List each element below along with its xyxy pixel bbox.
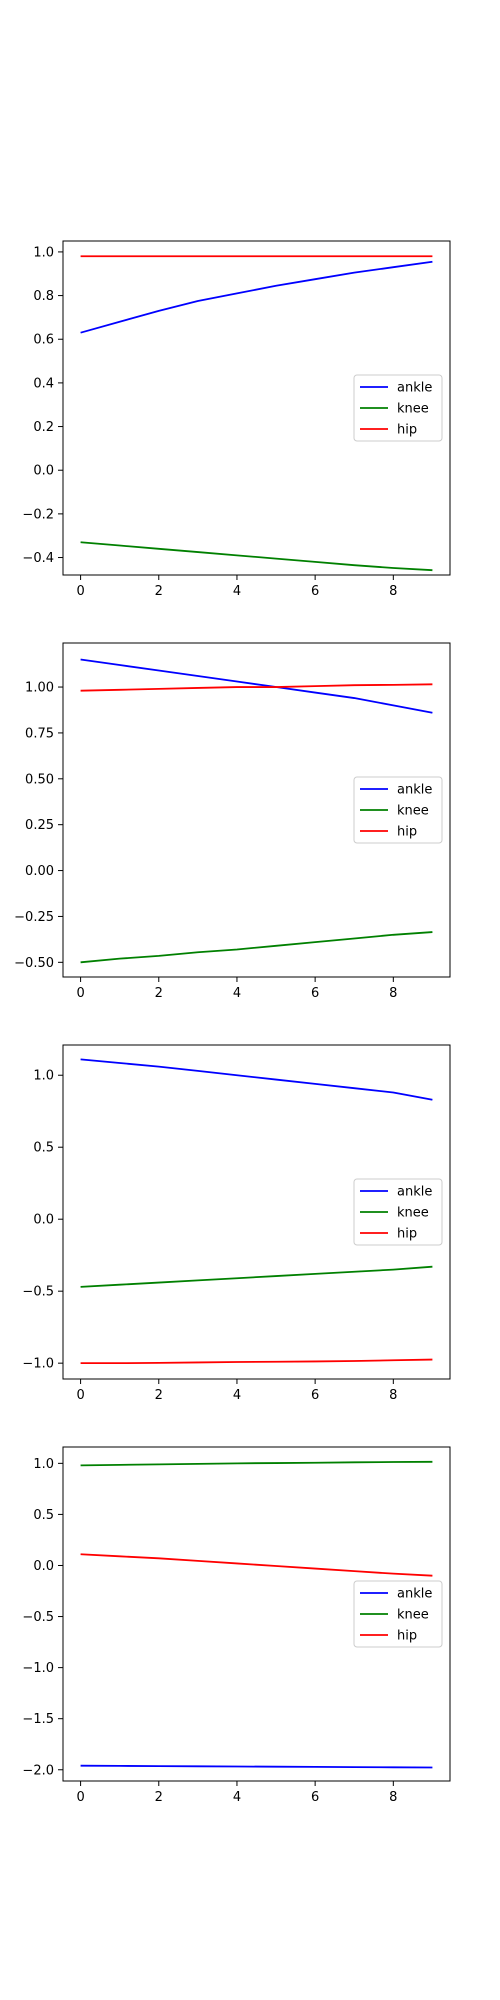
y-tick-label: −2.0 — [22, 1763, 54, 1778]
series-line-ankle — [80, 260, 433, 334]
y-tick-label: 0.5 — [33, 1141, 54, 1156]
legend-label-ankle: ankle — [397, 1587, 432, 1602]
x-tick-label: 8 — [389, 584, 397, 599]
x-tick-label: 6 — [311, 584, 319, 599]
legend-label-knee: knee — [397, 1608, 429, 1623]
series-line-ankle — [80, 1764, 433, 1769]
y-tick-label: 0.4 — [33, 376, 54, 391]
x-tick-label: 0 — [76, 986, 84, 1001]
y-tick-label: −0.2 — [22, 507, 54, 522]
chart-1: 0 2 4 6 8 −0.4 −0.2 0.0 0.2 0.4 0.6 0.8 1.0 ankle knee… — [22, 240, 451, 599]
axes-frame — [62, 240, 451, 576]
x-tick-label: 4 — [233, 1388, 241, 1403]
x-tick-label: 4 — [233, 584, 241, 599]
legend-label-knee: knee — [397, 402, 429, 417]
y-tick-label: 0.0 — [33, 1559, 54, 1574]
series-line-ankle — [80, 1058, 433, 1101]
y-tick-label: 0.8 — [33, 289, 54, 304]
y-tick-label: 0.0 — [33, 1213, 54, 1228]
legend: ankle knee hip — [353, 1178, 443, 1246]
x-tick-label: 4 — [233, 1790, 241, 1805]
x-tick-label: 0 — [76, 1790, 84, 1805]
x-tick-label: 6 — [311, 986, 319, 1001]
y-tick-label: 0.0 — [33, 464, 54, 479]
x-tick-label: 6 — [311, 1388, 319, 1403]
legend-label-hip: hip — [397, 423, 417, 438]
legend-label-ankle: ankle — [397, 381, 432, 396]
axes-frame — [62, 1044, 451, 1380]
legend-label-ankle: ankle — [397, 1185, 432, 1200]
y-tick-label: −1.5 — [22, 1712, 54, 1727]
legend: ankle knee hip — [353, 1580, 443, 1648]
y-tick-label: −0.25 — [14, 910, 54, 925]
legend: ankle knee hip — [353, 776, 443, 844]
y-tick-label: 0.50 — [25, 772, 54, 787]
x-tick-label: 8 — [389, 1790, 397, 1805]
axes-frame — [62, 642, 451, 978]
x-tick-label: 8 — [389, 986, 397, 1001]
y-tick-label: −1.0 — [22, 1357, 54, 1372]
chart-4: 0 2 4 6 8 −2.0 −1.5 −1.0 −0.5 0.0 0.5 1.0 ankle knee h… — [22, 1446, 451, 1805]
legend-label-knee: knee — [397, 804, 429, 819]
y-tick-label: 0.25 — [25, 818, 54, 833]
axes-frame — [62, 1446, 451, 1782]
series-line-knee — [80, 1460, 433, 1467]
legend: ankle knee hip — [353, 374, 443, 442]
legend-label-ankle: ankle — [397, 783, 432, 798]
legend-box — [353, 776, 443, 844]
x-tick-label: 2 — [155, 584, 163, 599]
series-line-ankle — [80, 658, 433, 714]
y-tick-label: 1.00 — [25, 681, 54, 696]
x-tick-label: 0 — [76, 584, 84, 599]
legend-box — [353, 1580, 443, 1648]
y-tick-label: 0.00 — [25, 864, 54, 879]
x-tick-label: 2 — [155, 986, 163, 1001]
y-tick-label: −0.4 — [22, 551, 54, 566]
series-line-knee — [80, 1265, 433, 1288]
series-line-hip — [80, 1553, 433, 1577]
y-tick-label: 0.2 — [33, 420, 54, 435]
x-tick-label: 6 — [311, 1790, 319, 1805]
y-tick-label: −0.5 — [22, 1285, 54, 1300]
y-tick-label: −1.0 — [22, 1661, 54, 1676]
legend-box — [353, 374, 443, 442]
x-tick-label: 4 — [233, 986, 241, 1001]
y-tick-label: 0.75 — [25, 726, 54, 741]
legend-label-hip: hip — [397, 825, 417, 840]
legend-label-hip: hip — [397, 1629, 417, 1644]
y-tick-label: 0.5 — [33, 1508, 54, 1523]
chart-3: 0 2 4 6 8 −1.0 −0.5 0.0 0.5 1.0 ankle knee hip — [22, 1044, 451, 1403]
chart-2: 0 2 4 6 8 −0.50 −0.25 0.00 0.25 0.50 0.75 1.00 ankle… — [14, 642, 451, 1001]
series-line-hip — [80, 1358, 433, 1365]
x-tick-label: 8 — [389, 1388, 397, 1403]
x-tick-label: 0 — [76, 1388, 84, 1403]
series-line-hip — [80, 683, 433, 692]
x-tick-label: 2 — [155, 1388, 163, 1403]
legend-box — [353, 1178, 443, 1246]
legend-label-knee: knee — [397, 1206, 429, 1221]
series-line-knee — [80, 541, 433, 572]
series-line-knee — [80, 931, 433, 964]
y-tick-label: 1.0 — [33, 245, 54, 260]
y-tick-label: −0.5 — [22, 1610, 54, 1625]
x-tick-label: 2 — [155, 1790, 163, 1805]
y-tick-label: 0.6 — [33, 333, 54, 348]
legend-label-hip: hip — [397, 1227, 417, 1242]
y-tick-label: 1.0 — [33, 1457, 54, 1472]
y-tick-label: −0.50 — [14, 956, 54, 971]
y-tick-label: 1.0 — [33, 1069, 54, 1084]
